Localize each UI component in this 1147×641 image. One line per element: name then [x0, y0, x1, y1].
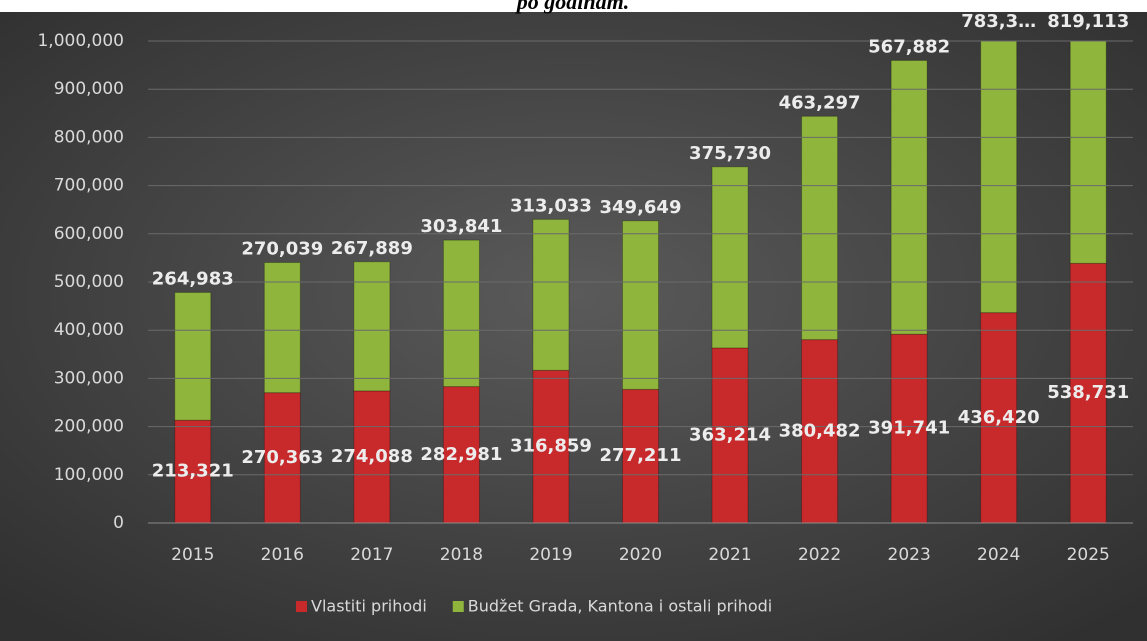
legend-label: Budžet Grada, Kantona i ostali prihodi [468, 597, 772, 616]
x-tick-label: 2022 [798, 545, 841, 565]
x-tick-label: 2021 [708, 545, 751, 565]
data-label: 277,211 [600, 445, 682, 466]
data-label: 436,420 [958, 407, 1040, 428]
bar-segment [532, 218, 570, 371]
data-label: 538,731 [1047, 382, 1129, 403]
data-label: 264,983 [152, 268, 234, 289]
data-label: 270,363 [241, 447, 323, 468]
data-label: 380,482 [779, 420, 861, 441]
y-tick-label: 300,000 [54, 368, 124, 388]
bar-segment [980, 41, 1018, 314]
bar-segment [801, 339, 839, 524]
bar-segment [622, 220, 659, 390]
data-label: 463,297 [779, 92, 861, 113]
data-label: 375,730 [689, 143, 771, 164]
x-tick-label: 2019 [529, 545, 572, 565]
data-label: 567,882 [868, 36, 950, 57]
data-label: 303,841 [420, 216, 502, 237]
bar-segment [890, 333, 928, 524]
y-tick-label: 200,000 [54, 417, 124, 437]
legend-swatch [296, 601, 307, 612]
bar-segment [442, 386, 480, 524]
bar-segment [442, 239, 480, 388]
x-tick-label: 2024 [977, 545, 1020, 565]
bar-segment [353, 261, 391, 392]
bar-segment [711, 347, 749, 524]
y-tick-label: 600,000 [54, 224, 124, 244]
data-label: 267,889 [331, 238, 413, 259]
data-label: 363,214 [689, 424, 771, 445]
data-label: 783,3… [961, 11, 1036, 32]
y-tick-label: 0 [113, 513, 124, 533]
bar-segment [263, 262, 301, 394]
x-tick-label: 2015 [171, 545, 214, 565]
data-label: 213,321 [152, 461, 234, 482]
data-label: 270,039 [241, 239, 323, 260]
y-tick-label: 400,000 [54, 320, 124, 340]
bar-segment [711, 166, 749, 349]
data-label: 274,088 [331, 446, 413, 467]
chart-title: po godinam. [515, 0, 629, 14]
data-label: 819,113 [1047, 11, 1129, 32]
bar-segment [174, 419, 212, 524]
legend-swatch [452, 601, 464, 612]
bar-segment [980, 312, 1018, 524]
data-label: 316,859 [510, 436, 592, 457]
plot-area [174, 41, 1107, 524]
x-tick-label: 2025 [1067, 545, 1110, 565]
bar-segment [532, 369, 570, 524]
y-tick-label: 100,000 [54, 465, 124, 485]
x-tick-label: 2016 [261, 545, 304, 565]
bar-segment [1069, 41, 1107, 264]
x-tick-label: 2020 [619, 545, 662, 565]
bar-segment [174, 291, 212, 421]
y-tick-label: 800,000 [54, 127, 124, 147]
legend-label: Vlastiti prihodi [311, 597, 427, 616]
x-tick-label: 2023 [888, 545, 931, 565]
x-tick-label: 2017 [350, 545, 393, 565]
bar-segment [801, 115, 839, 341]
bar-segment [890, 59, 928, 335]
y-tick-label: 900,000 [54, 79, 124, 99]
data-label: 391,741 [868, 418, 950, 439]
y-tick-label: 1,000,000 [37, 31, 124, 51]
bar-segment [263, 392, 301, 524]
bar-segment [1069, 262, 1107, 524]
data-label: 313,033 [510, 195, 592, 216]
data-label: 349,649 [600, 197, 682, 218]
data-label: 282,981 [420, 444, 502, 465]
y-tick-label: 500,000 [54, 272, 124, 292]
x-tick-label: 2018 [440, 545, 483, 565]
y-tick-label: 700,000 [54, 176, 124, 196]
